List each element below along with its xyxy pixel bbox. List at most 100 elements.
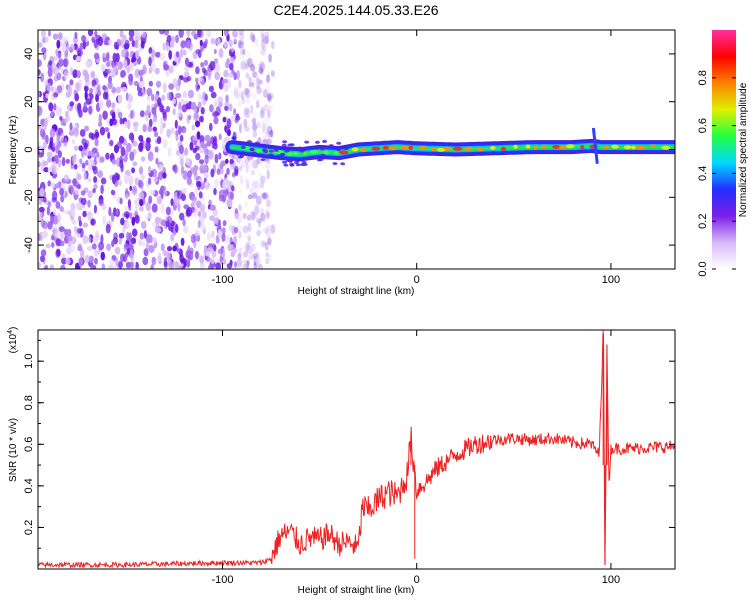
noise-mark bbox=[255, 263, 261, 269]
noise-mark bbox=[213, 188, 217, 196]
noise-mark bbox=[245, 95, 251, 105]
plot1-ticks: -100 0 100 -40 -20 0 20 40 bbox=[23, 30, 675, 286]
x-tick-label: 100 bbox=[602, 574, 620, 586]
y-axis-label-bottom: SNR (10 * v/v) bbox=[8, 418, 19, 482]
ridge-fragment bbox=[249, 147, 255, 151]
noise-mark bbox=[73, 164, 78, 170]
noise-mark bbox=[118, 260, 123, 269]
noise-mark bbox=[77, 102, 82, 112]
noise-mark bbox=[62, 36, 68, 45]
noise-mark bbox=[76, 203, 83, 210]
noise-mark bbox=[129, 62, 134, 72]
noise-mark bbox=[235, 70, 241, 80]
noise-mark bbox=[45, 243, 51, 249]
noise-mark bbox=[120, 146, 126, 157]
ridge-blob bbox=[303, 151, 308, 156]
ridge-blob bbox=[661, 145, 671, 150]
noise-mark bbox=[246, 260, 250, 269]
noise-mark bbox=[194, 145, 200, 151]
noise-mark bbox=[110, 212, 115, 222]
ridge-blob bbox=[623, 145, 632, 150]
noise-mark bbox=[261, 192, 267, 199]
noise-mark bbox=[71, 219, 77, 225]
noise-mark bbox=[240, 63, 245, 72]
noise-mark bbox=[87, 177, 92, 183]
noise-mark bbox=[218, 189, 225, 199]
ridge-fragment bbox=[336, 148, 342, 152]
ridge-fragment bbox=[314, 140, 320, 144]
noise-mark bbox=[164, 189, 168, 197]
noise-mark bbox=[73, 127, 79, 137]
noise-mark bbox=[111, 102, 116, 109]
noise-mark bbox=[39, 211, 43, 218]
noise-mark bbox=[93, 183, 98, 190]
noise-mark bbox=[94, 94, 99, 102]
noise-mark bbox=[266, 74, 270, 84]
noise-mark bbox=[77, 243, 83, 251]
noise-mark bbox=[42, 140, 47, 150]
ridge-blob bbox=[603, 145, 610, 150]
noise-mark bbox=[59, 231, 65, 241]
noise-mark bbox=[127, 119, 131, 130]
noise-mark bbox=[88, 105, 93, 115]
noise-mark bbox=[202, 99, 207, 106]
noise-mark bbox=[200, 203, 206, 213]
noise-mark bbox=[238, 79, 242, 89]
noise-mark bbox=[204, 38, 209, 46]
noise-mark bbox=[243, 118, 248, 128]
noise-mark bbox=[161, 94, 166, 101]
noise-mark bbox=[51, 146, 55, 152]
noise-mark bbox=[238, 231, 242, 239]
noise-mark bbox=[128, 30, 135, 38]
ridge-spike bbox=[591, 127, 599, 165]
noise-mark bbox=[145, 201, 151, 212]
ridge-fragment bbox=[232, 141, 238, 145]
noise-mark bbox=[80, 197, 87, 205]
noise-mark bbox=[98, 199, 104, 207]
noise-mark bbox=[229, 62, 234, 71]
noise-mark bbox=[185, 157, 190, 165]
noise-mark bbox=[129, 185, 133, 191]
noise-mark bbox=[223, 83, 229, 92]
noise-mark bbox=[120, 38, 124, 49]
noise-mark bbox=[83, 171, 87, 181]
noise-mark bbox=[250, 159, 256, 170]
noise-mark bbox=[270, 129, 274, 138]
noise-mark bbox=[245, 163, 249, 173]
noise-mark bbox=[133, 80, 139, 86]
noise-mark bbox=[209, 122, 213, 132]
noise-mark bbox=[124, 59, 128, 69]
noise-mark bbox=[42, 160, 49, 167]
noise-mark bbox=[38, 106, 43, 116]
noise-mark bbox=[252, 123, 258, 131]
noise-mark bbox=[124, 193, 129, 200]
ridge-fragment bbox=[268, 149, 274, 153]
noise-mark bbox=[226, 118, 232, 129]
noise-mark bbox=[155, 157, 159, 165]
noise-mark bbox=[139, 69, 146, 75]
noise-mark bbox=[254, 185, 260, 194]
noise-mark bbox=[99, 156, 105, 163]
noise-mark bbox=[147, 165, 152, 174]
noise-mark bbox=[159, 125, 164, 135]
noise-mark bbox=[158, 252, 162, 261]
noise-mark bbox=[42, 51, 47, 61]
noise-mark bbox=[116, 38, 122, 48]
ridge-blob bbox=[611, 144, 619, 149]
noise-mark bbox=[259, 182, 265, 189]
noise-mark bbox=[255, 77, 260, 84]
noise-mark bbox=[132, 185, 137, 193]
noise-mark bbox=[121, 86, 127, 93]
noise-mark bbox=[162, 82, 167, 93]
noise-mark bbox=[100, 177, 107, 185]
ridge-blob bbox=[540, 144, 548, 149]
y-tick-label: 0 bbox=[23, 146, 35, 152]
noise-mark bbox=[83, 142, 89, 150]
noise-mark bbox=[118, 236, 122, 245]
noise-mark bbox=[63, 117, 68, 124]
noise-mark bbox=[97, 121, 103, 127]
noise-mark bbox=[138, 191, 145, 200]
noise-mark bbox=[265, 258, 270, 265]
noise-mark bbox=[88, 132, 94, 139]
noise-mark bbox=[57, 32, 63, 40]
